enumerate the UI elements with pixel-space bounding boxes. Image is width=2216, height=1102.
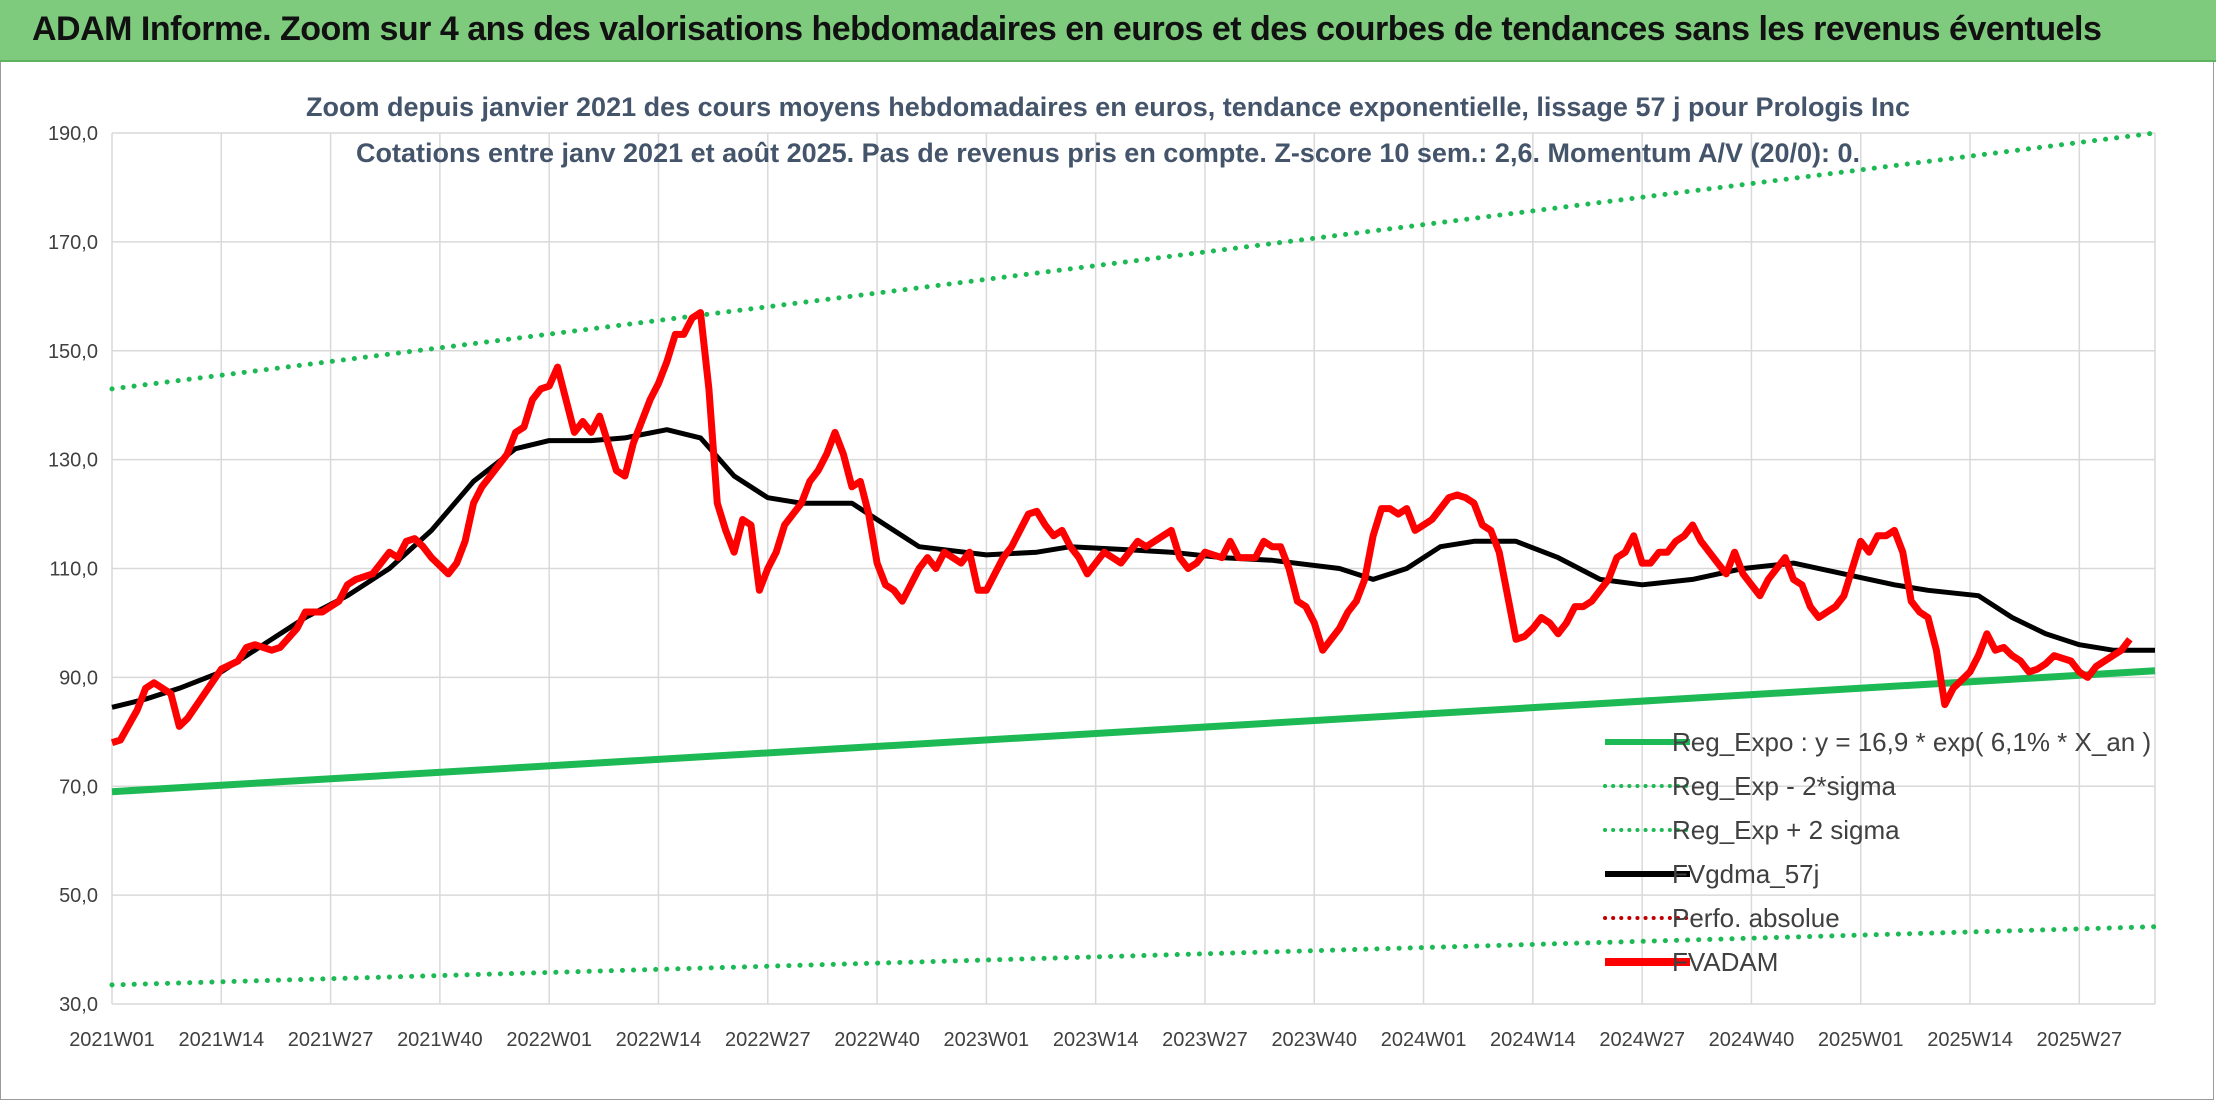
x-tick-label: 2021W14 — [178, 1029, 264, 1051]
chart-grid — [111, 132, 2156, 1005]
legend-label: FVgdma_57j — [1672, 859, 1819, 889]
x-tick-label: 2023W27 — [1162, 1029, 1248, 1051]
series-line-3 — [111, 427, 2155, 710]
y-tick-label: 110,0 — [49, 559, 98, 581]
legend-label: Perfo. absolue — [1672, 903, 1840, 933]
chart-legend: Reg_Expo : y = 16,9 * exp( 6,1% * X_an )… — [1603, 727, 2151, 977]
x-tick-label: 2024W27 — [1599, 1029, 1685, 1051]
legend-label: Reg_Exp - 2*sigma — [1672, 771, 1897, 801]
x-tick-label: 2024W40 — [1709, 1029, 1795, 1051]
x-tick-label: 2023W01 — [944, 1029, 1030, 1051]
series-line-0 — [111, 667, 2156, 796]
y-axis: 30,0 50,0 70,0 90,0 110,0 130,0 150,0 170,0 190,… — [48, 123, 98, 1016]
legend-label: Reg_Expo : y = 16,9 * exp( 6,1% * X_an ) — [1672, 727, 2151, 757]
banner-title: ADAM Informe. Zoom sur 4 ans des valoris… — [32, 10, 2102, 48]
x-tick-label: 2025W01 — [1818, 1029, 1904, 1051]
y-tick-label: 190,0 — [48, 123, 98, 145]
series-line-1 — [109, 924, 2158, 988]
series-line-5 — [110, 309, 2133, 747]
x-axis: 2021W01 2021W14 2021W27 2021W40 2022W01 2022W… — [69, 1029, 2122, 1051]
chart-subtitle: Cotations entre janv 2021 et août 2025. … — [356, 138, 1860, 168]
y-tick-label: 170,0 — [48, 232, 98, 254]
legend-label: Reg_Exp + 2 sigma — [1672, 815, 1900, 845]
x-tick-label: 2024W01 — [1381, 1029, 1467, 1051]
x-tick-label: 2022W27 — [725, 1029, 811, 1051]
y-tick-label: 150,0 — [48, 341, 98, 363]
y-tick-label: 130,0 — [48, 450, 98, 472]
report-banner: ADAM Informe. Zoom sur 4 ans des valoris… — [0, 0, 2216, 62]
chart-title: Zoom depuis janvier 2021 des cours moyen… — [306, 92, 1910, 122]
series-line-2 — [109, 130, 2158, 392]
legend-label: FVADAM — [1672, 947, 1778, 977]
y-tick-label: 90,0 — [59, 667, 98, 689]
x-tick-label: 2024W14 — [1490, 1029, 1576, 1051]
x-tick-label: 2021W01 — [69, 1029, 155, 1051]
x-tick-label: 2022W01 — [506, 1029, 592, 1051]
y-tick-label: 70,0 — [59, 776, 98, 798]
x-tick-label: 2022W40 — [834, 1029, 920, 1051]
x-tick-label: 2023W40 — [1271, 1029, 1357, 1051]
x-tick-label: 2021W40 — [397, 1029, 483, 1051]
x-tick-label: 2023W14 — [1053, 1029, 1139, 1051]
x-tick-label: 2022W14 — [616, 1029, 702, 1051]
x-tick-label: 2025W27 — [2037, 1029, 2123, 1051]
x-tick-label: 2021W27 — [288, 1029, 374, 1051]
y-tick-label: 30,0 — [59, 994, 98, 1016]
chart-series — [109, 130, 2158, 988]
x-tick-label: 2025W14 — [1927, 1029, 2013, 1051]
y-tick-label: 50,0 — [59, 885, 98, 907]
